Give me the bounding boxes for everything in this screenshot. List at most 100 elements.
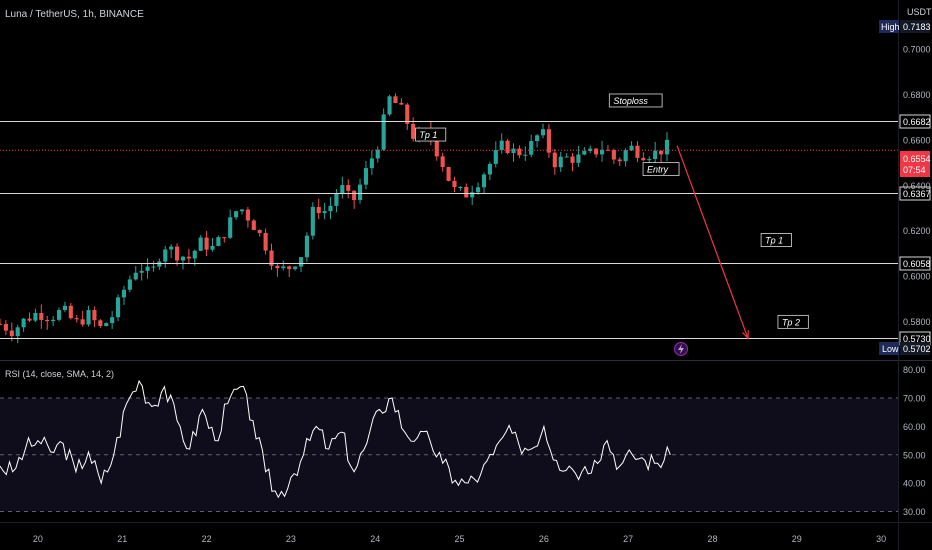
candle-body	[45, 319, 50, 322]
candle-body	[576, 154, 581, 163]
forecast-arrow-line	[676, 145, 749, 339]
candle-body	[39, 312, 44, 320]
candle-body	[287, 266, 292, 270]
candle-body	[62, 305, 67, 311]
candle-body	[304, 235, 309, 258]
candle-body	[570, 156, 575, 163]
time-tick-label: 27	[623, 534, 633, 544]
candle-body	[635, 145, 640, 158]
candle-body	[499, 140, 504, 151]
candle-body	[115, 297, 121, 318]
candle-body	[381, 114, 386, 150]
candle-body	[664, 139, 670, 155]
candle-body	[169, 246, 174, 250]
rsi-line	[0, 379, 671, 499]
candle-body	[21, 318, 26, 328]
candle-body	[334, 193, 339, 206]
candle-body	[80, 319, 85, 325]
candle-body	[234, 211, 239, 218]
current-price-value: 0.6554	[903, 154, 931, 164]
candle-body	[393, 96, 398, 103]
currency-label: USDT	[907, 7, 932, 17]
candle-body	[186, 256, 191, 259]
candle-body	[411, 123, 416, 139]
rsi-tick-label: 60.00	[903, 422, 926, 432]
price-tick-label: 0.6400	[903, 181, 931, 191]
time-tick-label: 30	[876, 534, 886, 544]
candle-body	[175, 246, 180, 261]
candle-body	[452, 180, 457, 188]
level-badge-value: 0.5730	[903, 334, 931, 344]
time-tick-label: 24	[370, 534, 380, 544]
time-tick-label: 25	[455, 534, 465, 544]
candle-body	[629, 145, 634, 151]
candle-body	[239, 209, 245, 212]
time-tick-label: 22	[202, 534, 212, 544]
candle-body	[51, 319, 56, 322]
candle-body	[3, 324, 8, 331]
candle-body	[529, 141, 534, 155]
candle-body	[405, 104, 410, 124]
level-badge-value: 0.6367	[903, 189, 931, 199]
candle-body	[145, 266, 150, 271]
candle-body	[257, 230, 262, 233]
candle-body	[605, 149, 611, 151]
annotation-label: Tp 1	[765, 236, 783, 246]
candle-body	[86, 310, 91, 325]
candle-body	[440, 156, 445, 168]
candle-body	[216, 237, 221, 246]
level-badge	[899, 186, 931, 201]
annotation-label: Entry	[647, 165, 669, 175]
time-tick-label: 26	[539, 534, 549, 544]
candle-body	[104, 323, 109, 327]
candle-body	[594, 148, 599, 155]
candle-body	[511, 148, 516, 154]
candle-body	[653, 150, 658, 160]
rsi-label: RSI (14, close, SMA, 14, 2)	[5, 369, 114, 379]
time-tick-label: 29	[792, 534, 802, 544]
level-badge-value: 0.6058	[903, 259, 931, 269]
time-tick-label: 28	[707, 534, 717, 544]
lightning-icon[interactable]	[674, 342, 688, 356]
candle-body	[399, 102, 404, 105]
candle-body	[387, 96, 392, 115]
axes: 0.7000 0.6800 0.6600 0.6400 0.6200 0.6000 0.58…	[33, 44, 931, 544]
level-badge	[899, 256, 931, 271]
rsi-tick-label: 30.00	[903, 507, 926, 517]
candle-body	[15, 327, 20, 337]
candle-body	[121, 289, 127, 298]
candle-body	[476, 187, 481, 193]
candle-body	[352, 190, 357, 201]
candle-body	[363, 168, 369, 185]
candle-body	[481, 174, 487, 188]
candle-body	[0, 323, 3, 325]
low-badge-label: Low	[882, 344, 899, 354]
candle-body	[588, 148, 593, 152]
price-tick-label: 0.6200	[903, 226, 931, 236]
level-badge	[899, 114, 931, 129]
candle-body	[434, 140, 439, 157]
price-tick-label: 0.6800	[903, 90, 931, 100]
candle-body	[151, 266, 156, 268]
symbol-title: Luna / TetherUS, 1h, BINANCE	[5, 9, 144, 20]
candle-body	[9, 330, 14, 337]
candle-body	[623, 150, 628, 162]
candle-body	[617, 159, 622, 162]
candle-body	[133, 272, 138, 280]
candle-body	[599, 149, 605, 155]
candle-body	[346, 185, 351, 191]
candle-body	[582, 151, 587, 155]
annotations: Stoploss Tp 1 Entry Tp 1 Tp 2	[414, 93, 809, 340]
candle-body	[269, 250, 274, 266]
candle-body	[74, 318, 79, 320]
candle-body	[357, 184, 363, 201]
high-badge-value: 0.7183	[903, 22, 931, 32]
candle-body	[558, 156, 563, 168]
price-tick-label: 0.7000	[903, 44, 931, 54]
candle-body	[275, 265, 280, 269]
candle-body	[322, 211, 327, 214]
annotation-label: Stoploss	[613, 96, 648, 106]
candle-body	[535, 135, 540, 142]
current-price-badge: 0.6554 07:54	[900, 151, 931, 177]
